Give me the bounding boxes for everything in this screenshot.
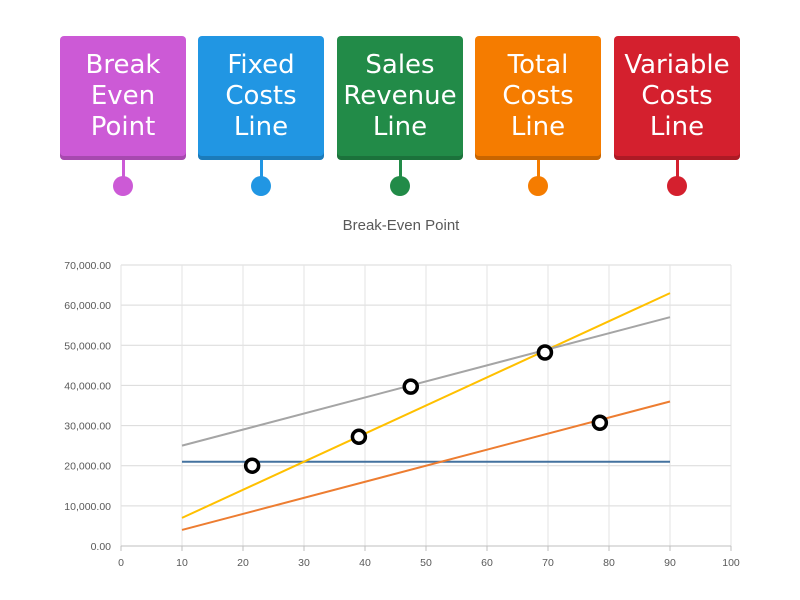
label-card-text: Costs — [641, 80, 713, 111]
chart-markers — [243, 344, 609, 474]
x-tick-label: 80 — [603, 557, 615, 569]
label-card: Fixed Costs Line — [198, 36, 324, 160]
label-card-text: Line — [649, 111, 705, 142]
x-tick-label: 90 — [664, 557, 676, 569]
label-dot — [390, 176, 410, 196]
x-tick-label: 50 — [420, 557, 432, 569]
label-dot — [528, 176, 548, 196]
label-card: Sales Revenue Line — [337, 36, 463, 160]
y-tick-label: 60,000.00 — [64, 300, 111, 312]
label-connector — [260, 160, 263, 178]
x-tick-label: 60 — [481, 557, 493, 569]
label-card: Break Even Point — [60, 36, 186, 160]
label-card-text: Sales — [365, 49, 435, 80]
chart-title: Break-Even Point — [343, 217, 461, 234]
label-card-text: Line — [372, 111, 428, 142]
x-tick-label: 20 — [237, 557, 249, 569]
label-connector — [399, 160, 402, 178]
label-card-text: Total — [507, 49, 569, 80]
label-card-text: Line — [233, 111, 289, 142]
marker-circle — [536, 344, 554, 361]
label-card-text: Break — [85, 49, 161, 80]
x-tick-label: 100 — [722, 557, 740, 569]
y-tick-label: 10,000.00 — [64, 501, 111, 513]
label-card-text: Line — [510, 111, 566, 142]
y-axis-ticks: 0.00 10,000.00 20,000.00 30,000.00 40,000.00… — [64, 260, 111, 553]
y-tick-label: 40,000.00 — [64, 380, 111, 392]
series-line — [181, 316, 671, 447]
label-connector — [676, 160, 679, 178]
marker-circle — [350, 428, 368, 446]
marker-circle — [243, 457, 261, 474]
label-card-text: Fixed — [227, 49, 295, 80]
series-line — [181, 400, 671, 531]
label-card: Variable Costs Line — [614, 36, 740, 160]
label-connector — [537, 160, 540, 178]
x-tick-label: 40 — [359, 557, 371, 569]
chart-series — [181, 292, 671, 531]
label-dot — [113, 176, 133, 196]
label-dot — [667, 176, 687, 196]
label-dot — [251, 176, 271, 196]
label-card-text: Costs — [502, 80, 574, 111]
y-tick-label: 70,000.00 — [64, 260, 111, 272]
label-connector — [122, 160, 125, 178]
x-axis-ticks: 0 10 20 30 40 50 60 70 80 90 100 — [118, 557, 740, 569]
x-tick-label: 70 — [542, 557, 554, 569]
series-line — [181, 292, 671, 519]
x-tick-label: 0 — [118, 557, 124, 569]
label-card: Total Costs Line — [475, 36, 601, 160]
y-tick-label: 0.00 — [91, 541, 112, 553]
label-card-text: Even — [90, 80, 156, 111]
break-even-chart: Break-Even Point 0.00 10,000.00 20,000.00 3… — [64, 217, 740, 569]
marker-circle — [402, 378, 419, 395]
marker-circle — [591, 414, 609, 432]
label-card-text: Revenue — [343, 80, 457, 111]
y-tick-label: 30,000.00 — [64, 421, 111, 433]
label-card-text: Variable — [624, 49, 730, 80]
y-tick-label: 20,000.00 — [64, 461, 111, 473]
label-card-text: Point — [90, 111, 156, 142]
label-card-text: Costs — [225, 80, 297, 111]
x-tick-label: 10 — [176, 557, 188, 569]
y-tick-label: 50,000.00 — [64, 340, 111, 352]
x-tick-label: 30 — [298, 557, 310, 569]
